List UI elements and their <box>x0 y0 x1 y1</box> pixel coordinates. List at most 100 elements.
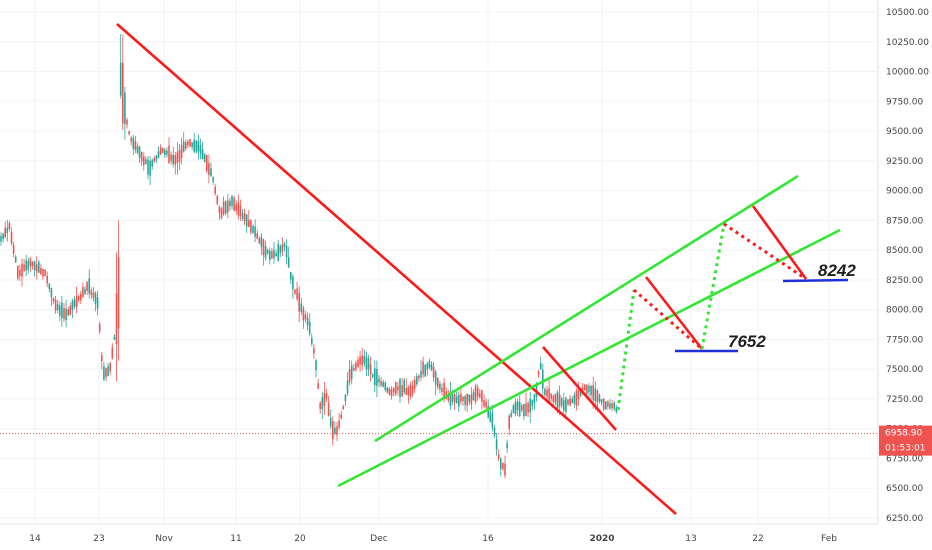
red-swing-3[interactable] <box>751 205 808 280</box>
candle-body <box>117 256 120 329</box>
candle-body <box>29 258 32 267</box>
candle-body <box>235 204 237 211</box>
descending-trendline[interactable] <box>116 23 677 515</box>
candle-body <box>479 393 481 398</box>
candle-body <box>245 214 248 227</box>
candle-body <box>12 244 15 254</box>
candle-body <box>31 261 34 267</box>
candle-body <box>573 395 576 404</box>
time-axis[interactable]: 14 23 Nov 11 20 Dec 16 2020 13 22 Feb <box>0 523 878 544</box>
candle-body <box>514 402 517 415</box>
candle-body <box>609 403 611 409</box>
candle-body <box>281 244 284 252</box>
candle-body <box>497 454 500 459</box>
x-tick-label: Nov <box>155 534 173 544</box>
support-line-8242[interactable] <box>782 278 849 283</box>
candle-body <box>128 131 130 135</box>
candle-body <box>365 356 368 370</box>
candle-body <box>180 145 183 158</box>
candle-body <box>243 213 246 222</box>
candle-body <box>315 360 317 371</box>
candle-body <box>189 139 191 147</box>
candle-body <box>260 236 263 248</box>
candle-body <box>222 201 225 215</box>
candlestick-series <box>0 33 618 479</box>
candle-body <box>399 378 401 398</box>
candle-body <box>103 366 105 380</box>
candle-body <box>285 245 288 258</box>
candle-body <box>529 398 531 413</box>
candle-body <box>302 308 305 321</box>
candle-body <box>248 219 250 227</box>
candle-body <box>510 412 513 418</box>
candle-body <box>493 427 496 436</box>
candle-body <box>313 348 315 354</box>
candle-body <box>430 364 433 370</box>
candle-body <box>214 186 216 194</box>
candle-body <box>4 227 6 237</box>
candle-body <box>550 394 552 399</box>
candle-body <box>521 405 523 411</box>
candle-body <box>554 394 557 403</box>
candle-body <box>227 200 229 213</box>
candle-body <box>252 226 254 234</box>
red-swing-2[interactable] <box>644 276 704 350</box>
candle-body <box>176 152 179 163</box>
candle-body <box>569 398 571 406</box>
candle-body <box>56 304 59 311</box>
candle-body <box>86 282 88 291</box>
candle-body <box>443 382 445 399</box>
channel-upper-line[interactable] <box>374 174 799 443</box>
candle-body <box>294 289 296 294</box>
candle-body <box>92 292 95 298</box>
candle-body <box>279 246 282 254</box>
channel-lower-line[interactable] <box>337 228 841 488</box>
candle-body <box>140 151 143 162</box>
candle-body <box>558 394 561 407</box>
candle-body <box>166 150 168 155</box>
y-tick-label: 8750.00 <box>886 216 923 226</box>
candle-body <box>571 399 573 403</box>
annotation-8242: 8242 <box>818 261 856 280</box>
candle-body <box>178 149 181 162</box>
candle-body <box>361 355 363 366</box>
candle-body <box>229 200 231 207</box>
candle-body <box>254 226 256 237</box>
candle-body <box>71 300 74 311</box>
candle-body <box>19 269 21 276</box>
candle-body <box>17 266 19 279</box>
candle-body <box>439 383 441 390</box>
candle-body <box>300 303 303 312</box>
y-tick-label: 9250.00 <box>886 157 923 167</box>
x-tick-label: 2020 <box>589 534 614 544</box>
candle-body <box>266 249 269 254</box>
candle-body <box>449 391 452 406</box>
candle-body <box>197 141 200 152</box>
y-tick-label: 6250.00 <box>886 514 923 524</box>
candle-body <box>462 396 464 401</box>
candle-body <box>395 382 397 394</box>
candle-body <box>346 380 349 394</box>
candle-body <box>367 358 370 370</box>
candle-body <box>296 288 298 300</box>
candle-body <box>311 337 313 344</box>
candle-body <box>460 393 462 402</box>
price-axis[interactable]: 10500.00 10250.00 10000.00 9750.00 9500.00 92… <box>877 0 929 524</box>
candle-body <box>409 385 412 397</box>
projected-path-up-2 <box>700 223 726 350</box>
candle-body <box>208 163 210 175</box>
red-swing-1[interactable] <box>542 346 617 431</box>
candle-body <box>130 137 132 142</box>
projected-path-down-2 <box>723 222 807 281</box>
candle-body <box>40 268 42 275</box>
candle-body <box>491 413 494 428</box>
y-tick-label: 6750.00 <box>886 454 923 464</box>
candle-body <box>151 160 153 167</box>
candle-body <box>304 314 307 320</box>
x-tick-label: 20 <box>294 534 306 544</box>
x-tick-label: Feb <box>821 534 837 544</box>
candle-body <box>283 243 286 248</box>
candle-body <box>342 406 345 410</box>
candle-body <box>556 391 559 409</box>
